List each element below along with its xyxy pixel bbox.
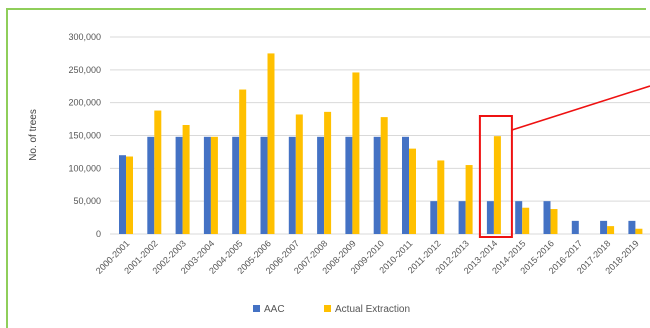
y-tick-label: 200,000 [68, 98, 101, 108]
bar-aac [345, 136, 353, 234]
bar-actual-extraction [522, 207, 530, 234]
bar-actual-extraction [409, 148, 416, 234]
bar-aac [628, 220, 636, 234]
legend-label-aac: AAC [264, 304, 285, 315]
bar-aac [119, 155, 126, 234]
legend-swatch-aac [253, 305, 260, 312]
bar-aac [175, 136, 183, 234]
legend: AAC Actual Extraction [253, 304, 410, 315]
bar-aac [402, 136, 409, 234]
y-tick-label: 300,000 [68, 32, 101, 42]
bar-actual-extraction [267, 53, 275, 234]
y-axis-label: No. of trees [28, 109, 39, 161]
y-tick-label: 100,000 [68, 163, 101, 173]
y-tick-label: 150,000 [68, 131, 101, 141]
bar-actual-extraction [437, 160, 445, 234]
bar-actual-extraction [324, 111, 332, 234]
bars [119, 53, 643, 235]
bar-actual-extraction [493, 136, 501, 234]
bar-aac [373, 136, 381, 234]
y-tick-label: 0 [96, 229, 101, 239]
bar-actual-extraction [352, 72, 360, 235]
bar-chart: 0 50,000 100,000 150,000 200,000 250,000 300,0… [28, 32, 650, 315]
bar-actual-extraction [550, 209, 558, 234]
bar-aac [232, 136, 240, 234]
bar-aac [515, 201, 523, 234]
bar-actual-extraction [465, 165, 473, 234]
highlight-box [478, 115, 513, 238]
bar-actual-extraction [607, 226, 615, 234]
bar-actual-extraction [635, 228, 643, 234]
chart-frame [6, 8, 646, 328]
bar-aac [458, 201, 466, 234]
bar-actual-extraction [210, 136, 218, 234]
highlight-annotation [478, 85, 650, 238]
bar-actual-extraction [380, 117, 388, 234]
bar-aac [543, 201, 551, 234]
bar-actual-extraction [126, 156, 133, 234]
bar-aac [600, 220, 608, 234]
bar-actual-extraction [154, 110, 162, 234]
bar-aac [486, 201, 494, 234]
bar-actual-extraction [182, 124, 190, 234]
bar-aac [203, 136, 211, 234]
callout-line [511, 85, 650, 131]
bar-aac [260, 136, 268, 234]
legend-swatch-actual-extraction [324, 305, 331, 312]
y-axis-ticks: 0 50,000 100,000 150,000 200,000 250,000 300,0… [68, 32, 101, 239]
bar-actual-extraction [239, 89, 247, 235]
legend-label-actual-extraction: Actual Extraction [335, 304, 410, 315]
y-tick-label: 250,000 [68, 65, 101, 75]
bar-aac [317, 136, 325, 234]
bar-aac [288, 136, 296, 234]
x-axis-ticks: 2000-20012001-20022002-20032003-20042004… [94, 238, 641, 276]
bar-aac [147, 136, 155, 234]
bar-aac [430, 201, 438, 234]
bar-actual-extraction [295, 114, 303, 234]
y-tick-label: 50,000 [73, 196, 101, 206]
bar-aac [571, 220, 579, 234]
